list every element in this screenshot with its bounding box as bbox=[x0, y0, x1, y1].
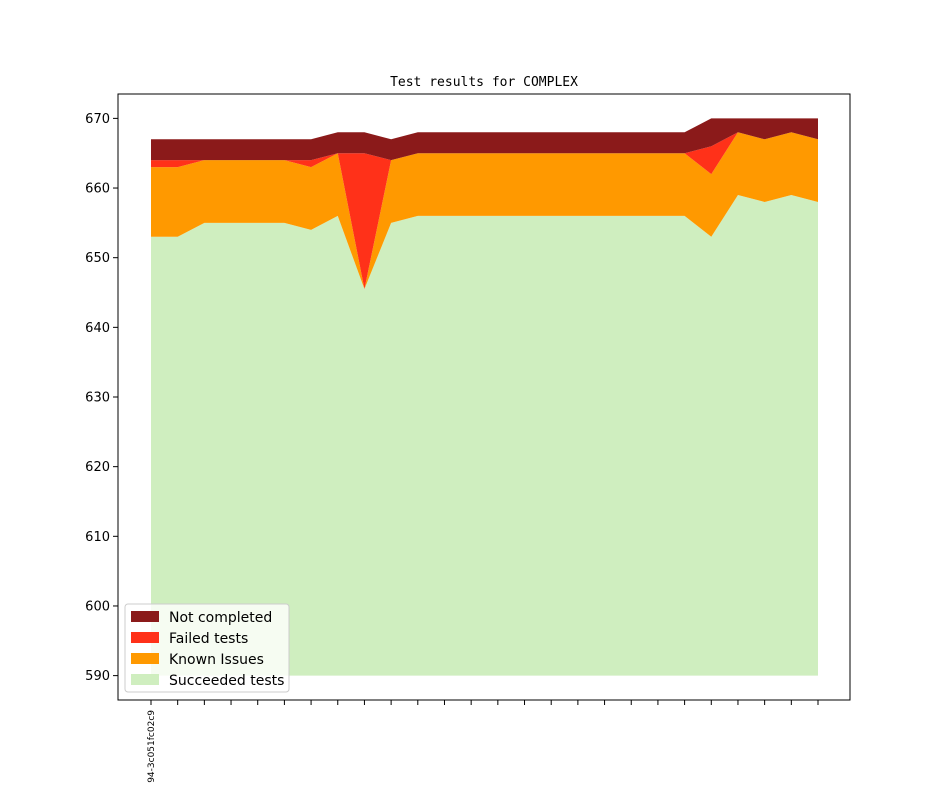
y-tick-label: 600 bbox=[85, 599, 110, 614]
legend-label: Failed tests bbox=[169, 631, 248, 647]
legend-box bbox=[124, 603, 290, 693]
legend-swatch bbox=[131, 653, 159, 664]
y-tick-label: 650 bbox=[85, 251, 110, 266]
y-tick-label: 670 bbox=[85, 112, 110, 127]
legend-label: Not completed bbox=[169, 610, 272, 626]
y-tick-label: 610 bbox=[85, 530, 110, 545]
area-series-group bbox=[151, 118, 818, 676]
legend-swatch bbox=[131, 674, 159, 685]
area-succeeded-tests bbox=[151, 195, 818, 676]
x-axis: 94-3c051fc02c9 bbox=[147, 700, 819, 783]
y-axis: 590 600 610 620 630 640 650 660 670 bbox=[85, 112, 118, 684]
x-tick-label: 94-3c051fc02c9 bbox=[147, 710, 157, 783]
y-tick-label: 630 bbox=[85, 391, 110, 406]
legend-swatch bbox=[131, 632, 159, 643]
area-known-issues bbox=[151, 132, 818, 290]
chart-title: Test results for COMPLEX bbox=[390, 75, 578, 90]
y-tick-label: 660 bbox=[85, 182, 110, 197]
legend-swatch bbox=[131, 611, 159, 622]
area-not-completed bbox=[151, 118, 818, 161]
y-tick-label: 640 bbox=[85, 321, 110, 336]
y-tick-label: 620 bbox=[85, 460, 110, 475]
y-tick-label: 590 bbox=[85, 669, 110, 684]
legend: Not completed Failed tests Known Issues Suc… bbox=[124, 603, 290, 693]
legend-label: Succeeded tests bbox=[169, 673, 284, 689]
legend-label: Known Issues bbox=[169, 652, 264, 668]
